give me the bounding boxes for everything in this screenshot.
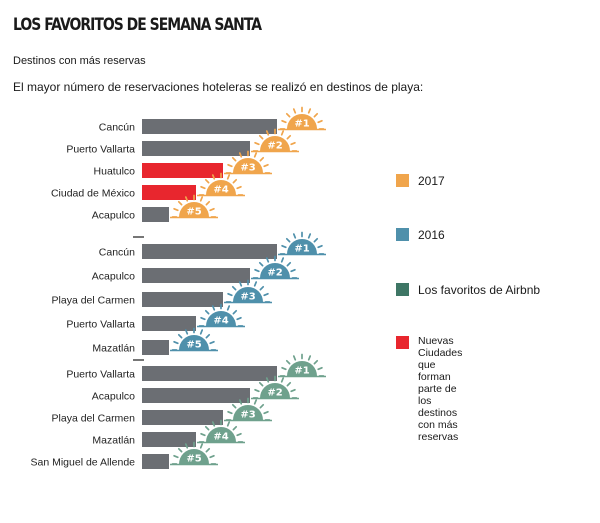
legend-swatch-2016 <box>396 228 409 241</box>
rank-label: #5 <box>186 207 201 218</box>
category-label: Cancún <box>99 247 135 259</box>
category-label: Puerto Vallarta <box>66 144 135 156</box>
chart-subtitle: Destinos con más reservas <box>13 55 146 67</box>
legend-label-new-cities: Nuevas Ciudades que forman parte de los … <box>418 335 463 443</box>
category-label: Mazatlán <box>92 343 135 355</box>
legend-label-2016: 2016 <box>418 228 445 242</box>
rank-label: #3 <box>240 292 255 303</box>
rank-badge: #5 <box>170 194 218 219</box>
rank-badge: #2 <box>251 255 299 280</box>
legend-swatch-airbnb <box>396 283 409 296</box>
rank-label: #1 <box>294 244 309 255</box>
bar <box>142 163 223 178</box>
rank-label: #2 <box>267 268 282 279</box>
rank-badge: #1 <box>278 231 326 256</box>
bar <box>142 185 196 200</box>
rank-label: #5 <box>186 340 201 351</box>
rank-badge: #1 <box>278 106 326 131</box>
bar <box>142 207 169 222</box>
legend-swatch-new-cities <box>396 336 409 349</box>
bar <box>142 340 169 355</box>
rank-label: #3 <box>240 163 255 174</box>
category-label: Cancún <box>99 122 135 134</box>
rank-label: #4 <box>213 185 228 196</box>
rank-label: #3 <box>240 410 255 421</box>
rank-badge: #5 <box>170 441 218 466</box>
rank-label: #2 <box>267 141 282 152</box>
bar <box>142 119 277 134</box>
bar <box>142 454 169 469</box>
rank-badge: #5 <box>170 327 218 352</box>
category-label: Playa del Carmen <box>52 295 136 307</box>
bar <box>142 292 223 307</box>
category-label: Playa del Carmen <box>52 413 136 425</box>
category-label: Mazatlán <box>92 435 135 447</box>
legend-label-2017: 2017 <box>418 174 445 188</box>
chart-title: LOS FAVORITOS DE SEMANA SANTA <box>13 15 262 35</box>
rank-badge: #4 <box>197 419 245 444</box>
rank-label: #4 <box>213 432 228 443</box>
category-label: Ciudad de México <box>51 188 135 200</box>
legend-swatch-2017 <box>396 174 409 187</box>
rank-label: #5 <box>186 454 201 465</box>
rank-label: #1 <box>294 366 309 377</box>
rank-badge: #1 <box>278 353 326 378</box>
chart-description: El mayor número de reservaciones hoteler… <box>13 80 424 94</box>
bar <box>142 366 277 381</box>
rank-badge: #3 <box>224 279 272 304</box>
category-label: Acapulco <box>92 391 135 403</box>
bar <box>142 432 196 447</box>
bar <box>142 244 277 259</box>
category-label: Acapulco <box>92 271 135 283</box>
category-label: Puerto Vallarta <box>66 369 135 381</box>
category-label: Acapulco <box>92 210 135 222</box>
rank-badge: #4 <box>197 303 245 328</box>
rank-label: #4 <box>213 316 228 327</box>
legend-label-airbnb: Los favoritos de Airbnb <box>418 283 541 297</box>
bar <box>142 268 250 283</box>
rank-label: #1 <box>294 119 309 130</box>
rank-badge: #3 <box>224 397 272 422</box>
rank-badge: #2 <box>251 128 299 153</box>
rank-badge: #2 <box>251 375 299 400</box>
bar <box>142 388 250 403</box>
bar <box>142 410 223 425</box>
bar <box>142 316 196 331</box>
category-label: Huatulco <box>94 166 136 178</box>
rank-badge: #3 <box>224 150 272 175</box>
rank-label: #2 <box>267 388 282 399</box>
bar <box>142 141 250 156</box>
category-label: Puerto Vallarta <box>66 319 135 331</box>
category-label: San Miguel de Allende <box>31 457 136 469</box>
rank-badge: #4 <box>197 172 245 197</box>
